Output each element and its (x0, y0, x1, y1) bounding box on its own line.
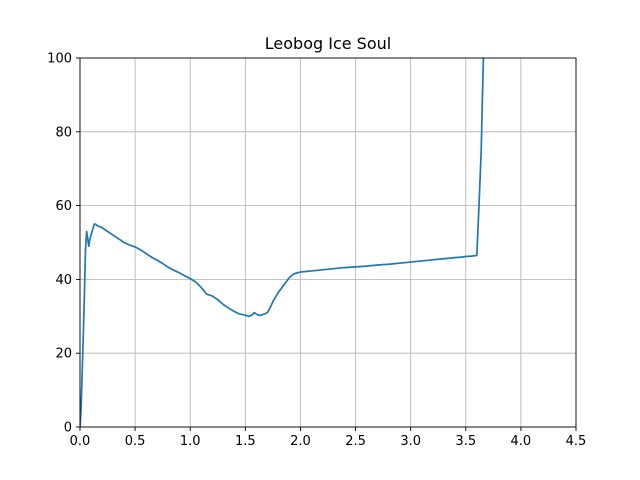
y-tick-label: 40 (55, 273, 72, 288)
x-tick-label: 3.0 (400, 434, 421, 449)
plot-area (80, 58, 576, 427)
chart-title: Leobog Ice Soul (265, 34, 391, 53)
y-tick-label: 60 (55, 199, 72, 214)
series-layer (80, 58, 485, 427)
x-tick-label: 3.5 (455, 434, 476, 449)
series-line (80, 58, 485, 427)
y-tick-label: 0 (64, 421, 72, 436)
y-axis-ticks: 0 20 40 60 80 100 (47, 52, 80, 436)
grid-lines (79, 57, 577, 428)
x-tick-label: 4.0 (511, 434, 532, 449)
x-tick-label: 2.0 (290, 434, 311, 449)
y-tick-label: 20 (55, 347, 72, 362)
x-axis-ticks: 0.0 0.5 1.0 1.5 2.0 2.5 3.0 3.5 4.0 4.5 (70, 427, 587, 449)
x-tick-label: 1.0 (180, 434, 201, 449)
axes-frame (79, 57, 577, 428)
x-tick-label: 0.0 (70, 434, 91, 449)
x-tick-label: 0.5 (125, 434, 146, 449)
axes (79, 57, 577, 428)
x-tick-label: 2.5 (345, 434, 366, 449)
y-tick-label: 80 (55, 125, 72, 140)
y-tick-label: 100 (47, 52, 72, 67)
x-tick-label: 1.5 (235, 434, 256, 449)
x-tick-label: 4.5 (566, 434, 587, 449)
